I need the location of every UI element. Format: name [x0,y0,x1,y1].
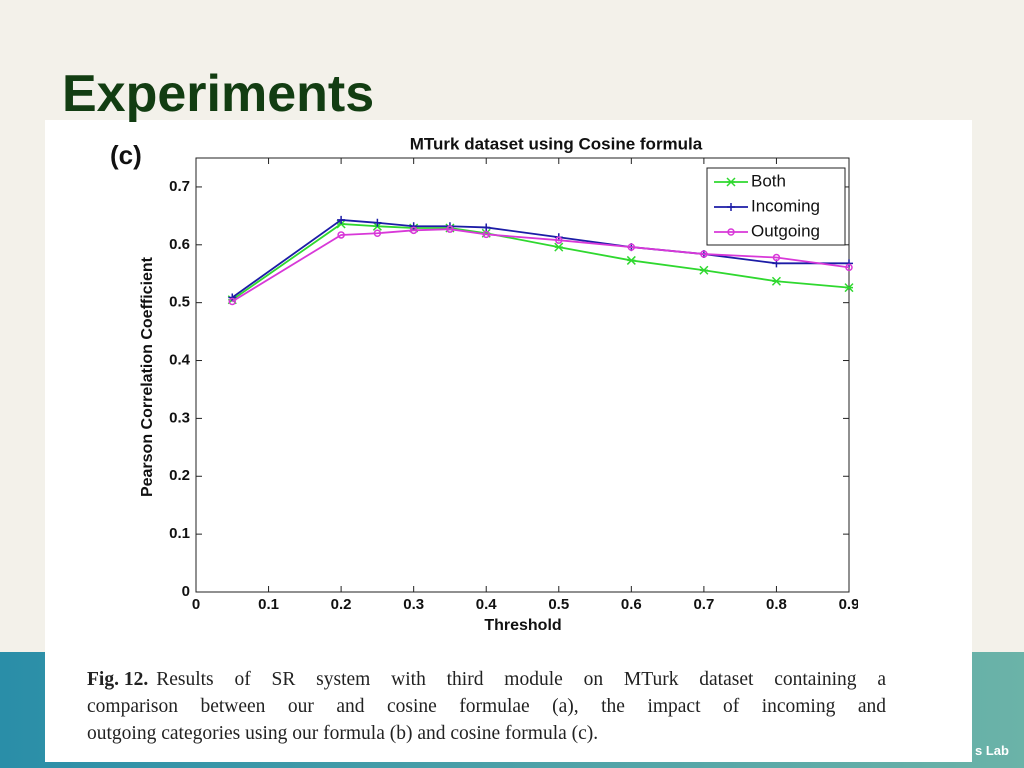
y-axis-label: Pearson Correlation Coefficient [139,256,156,497]
y-tick-label: 0.3 [169,409,190,426]
caption-line: comparison between our and cosine formul… [87,693,886,720]
marker [844,283,854,293]
marker [409,222,418,231]
legend-label: Outgoing [751,221,820,240]
x-tick-label: 0.2 [331,596,352,613]
marker [482,230,490,239]
marker [337,231,345,239]
caption-text: Results of SR system with third module o… [156,669,886,690]
legend-marker [727,203,735,211]
x-tick-label: 0.5 [548,596,569,613]
y-tick-label: 0.5 [169,294,190,311]
chart-title: MTurk dataset using Cosine formula [410,134,703,153]
y-tick-label: 0 [182,583,190,600]
marker [446,225,454,233]
x-tick-label: 0.7 [693,596,714,613]
marker [554,242,564,252]
series-line [231,228,850,303]
marker [228,293,237,302]
legend-label: Incoming [751,196,820,215]
y-tick-label: 0.2 [169,467,190,484]
legend: Both Incoming Outgoing [706,167,846,246]
marker [626,255,636,265]
legend-label: Both [751,171,786,190]
plot-area: 0 0.1 0.2 0.3 0.4 0.5 0.6 0.7 0 0.1 0.2 0.3 0.4 0.5 0.… [169,157,860,613]
caption: Fig. 12. Results of SR system with third … [87,666,886,747]
marker [373,229,382,237]
slide-title: Experiments [62,65,375,123]
y-tick-label: 0.1 [169,525,190,542]
x-tick-label: 0.8 [766,596,787,613]
x-tick-label: 0 [192,596,200,613]
marker [699,265,709,275]
marker [771,276,781,286]
y-tick-label: 0.6 [169,236,190,253]
y-tick-label: 0.4 [169,352,191,369]
panel-label: (c) [110,140,142,170]
x-tick-label: 0.1 [258,596,279,613]
marker [409,226,418,235]
marker [772,253,781,262]
plot-frame [195,157,850,593]
marker [228,297,237,306]
marker [627,243,636,251]
legend-marker [727,228,735,236]
marker [482,223,491,232]
caption-line: outgoing categories using our formula (b… [87,720,886,747]
x-tick-label: 0.3 [403,596,424,613]
caption-label: Fig. 12. [87,669,149,690]
y-tick-label: 0.7 [169,178,190,195]
caption-text: outgoing categories using our formula (b… [87,723,599,744]
marker [700,250,708,258]
x-tick-label: 0.4 [476,596,498,613]
footer-text: s Lab [975,743,1009,758]
x-tick-label: 0.6 [621,596,642,613]
caption-text: comparison between our and cosine formul… [87,696,886,717]
caption-line: Fig. 12. Results of SR system with third … [87,666,886,693]
marker [337,215,346,224]
marker [845,259,853,268]
marker [845,263,853,272]
x-tick-label: 0.9 [839,596,860,613]
marker [373,218,382,227]
x-axis-label: Threshold [484,617,561,634]
marker [555,236,563,244]
legend-marker [726,177,736,187]
